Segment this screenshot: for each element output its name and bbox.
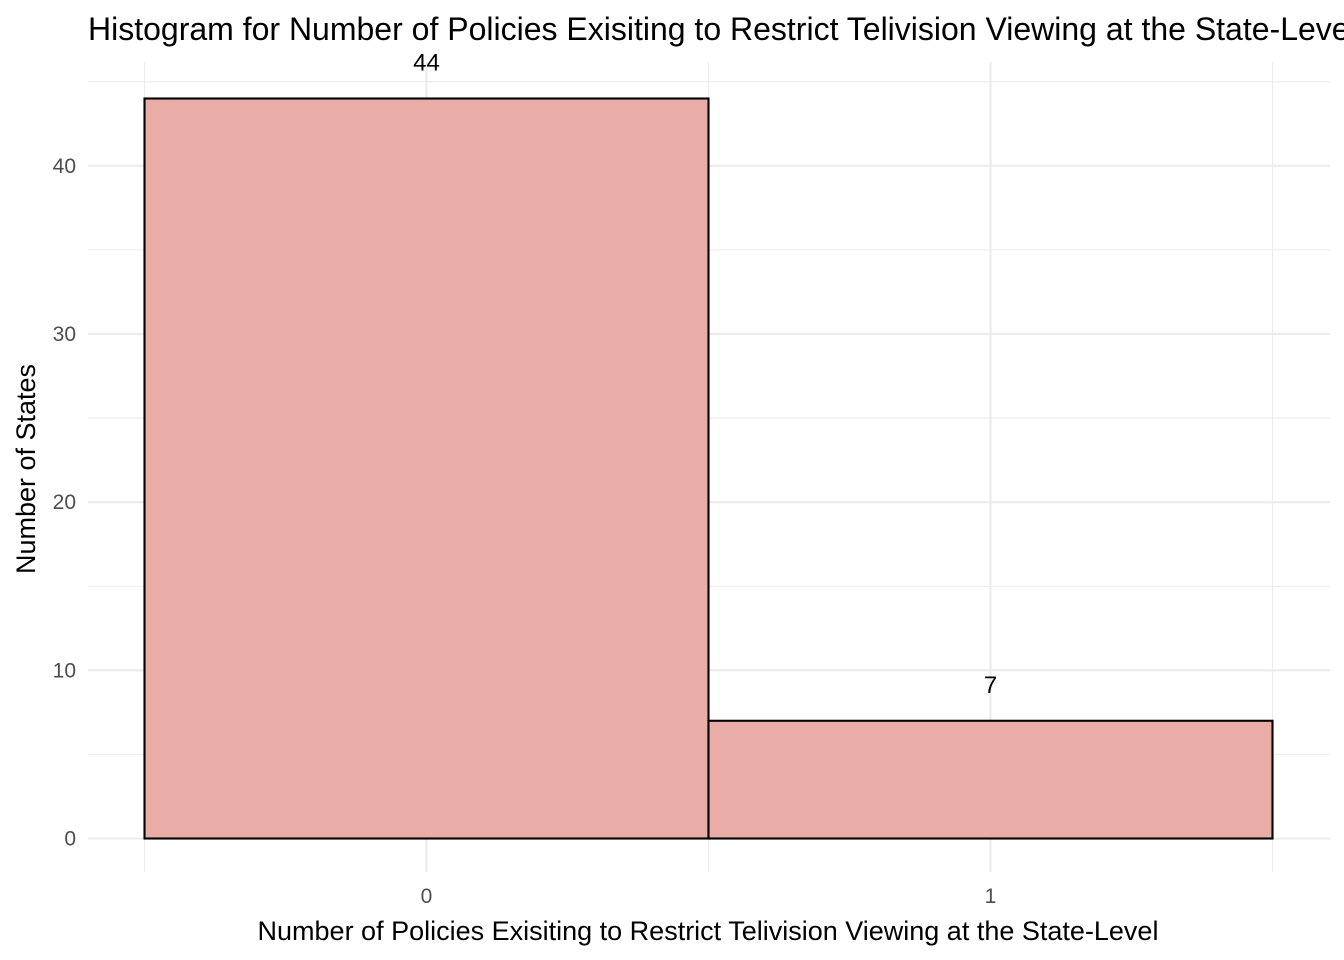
bars <box>143 97 1274 840</box>
y-axis-ticks: 0 10 20 30 40 <box>53 155 76 851</box>
x-tick-label: 1 <box>985 885 997 908</box>
data-labels: 44 7 <box>413 50 997 699</box>
histogram-bar <box>707 719 1274 840</box>
bar-value-label: 44 <box>413 50 440 77</box>
bar-value-label: 7 <box>984 672 997 699</box>
histogram-bar <box>143 97 710 840</box>
x-tick-label: 0 <box>421 885 433 908</box>
y-tick-label: 20 <box>53 491 76 514</box>
y-tick-label: 0 <box>64 828 76 851</box>
x-axis-title: Number of Policies Exisiting to Restrict… <box>258 916 1159 946</box>
y-tick-label: 30 <box>53 323 76 346</box>
y-tick-label: 10 <box>53 659 76 682</box>
y-axis-title: Number of States <box>11 364 41 574</box>
y-tick-label: 40 <box>53 155 76 178</box>
chart-title: Histogram for Number of Policies Exisiti… <box>88 11 1344 47</box>
